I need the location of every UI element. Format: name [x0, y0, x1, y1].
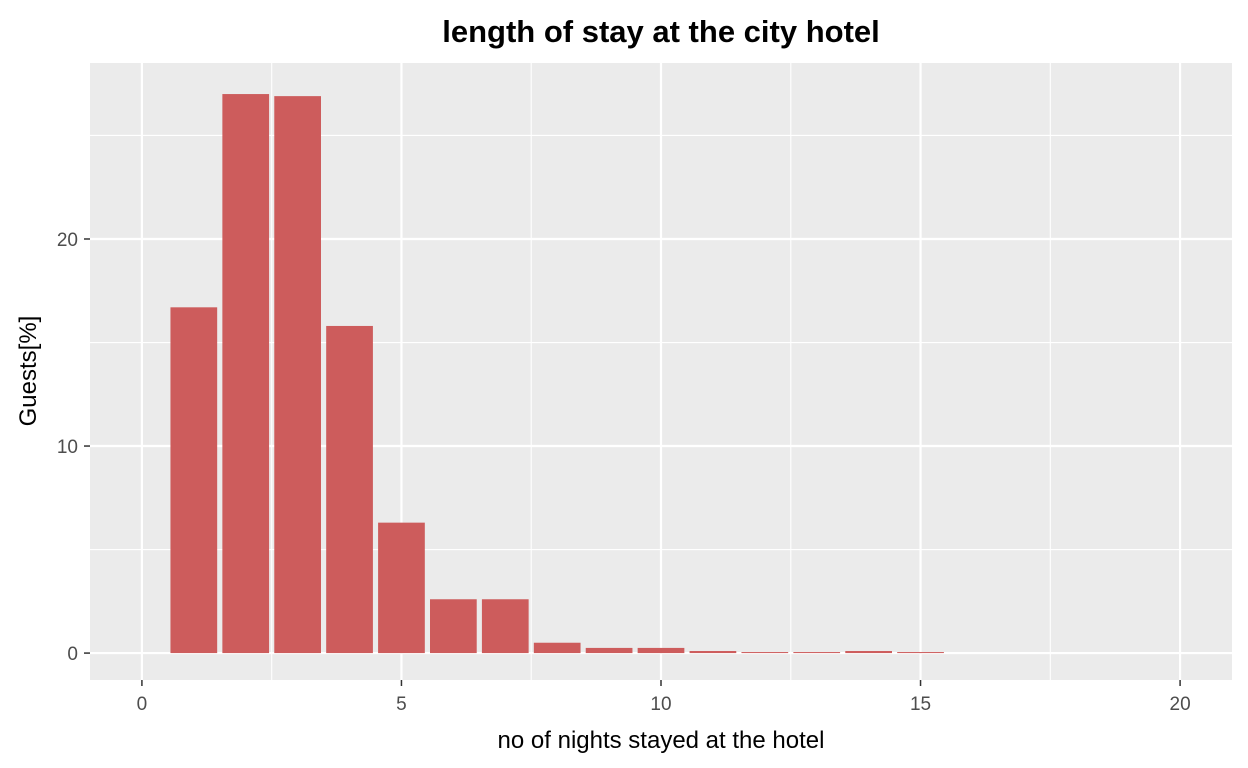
bar-nights-6	[430, 599, 477, 654]
x-tick-label: 5	[396, 694, 407, 715]
bar-nights-10	[637, 647, 685, 654]
y-axis-label: Guests[%]	[15, 316, 42, 427]
bar-nights-13	[793, 652, 841, 654]
bar-nights-12	[741, 652, 789, 654]
bar-nights-7	[481, 599, 529, 654]
bar-nights-8	[533, 642, 581, 654]
bars-group	[170, 94, 944, 654]
bar-nights-11	[689, 651, 737, 654]
bar-nights-5	[378, 522, 425, 654]
bar-nights-9	[585, 647, 633, 654]
bar-nights-4	[326, 325, 373, 654]
bar-nights-2	[222, 94, 270, 654]
bar-nights-15	[897, 652, 944, 654]
x-axis-label: no of nights stayed at the hotel	[498, 727, 825, 754]
y-axis-ticks: 0 10 20	[57, 230, 90, 665]
chart-title: length of stay at the city hotel	[442, 14, 880, 49]
bar-nights-14	[845, 651, 892, 654]
y-tick-label: 0	[67, 644, 78, 665]
x-tick-label: 10	[650, 694, 671, 715]
x-tick-label: 0	[137, 694, 148, 715]
x-tick-label: 15	[910, 694, 931, 715]
bar-nights-3	[274, 96, 321, 654]
x-axis-ticks: 0 5 10 15 20	[137, 680, 1191, 715]
y-tick-label: 10	[57, 437, 78, 458]
y-tick-label: 20	[57, 230, 78, 251]
bar-nights-1	[170, 307, 218, 654]
x-tick-label: 20	[1170, 694, 1191, 715]
